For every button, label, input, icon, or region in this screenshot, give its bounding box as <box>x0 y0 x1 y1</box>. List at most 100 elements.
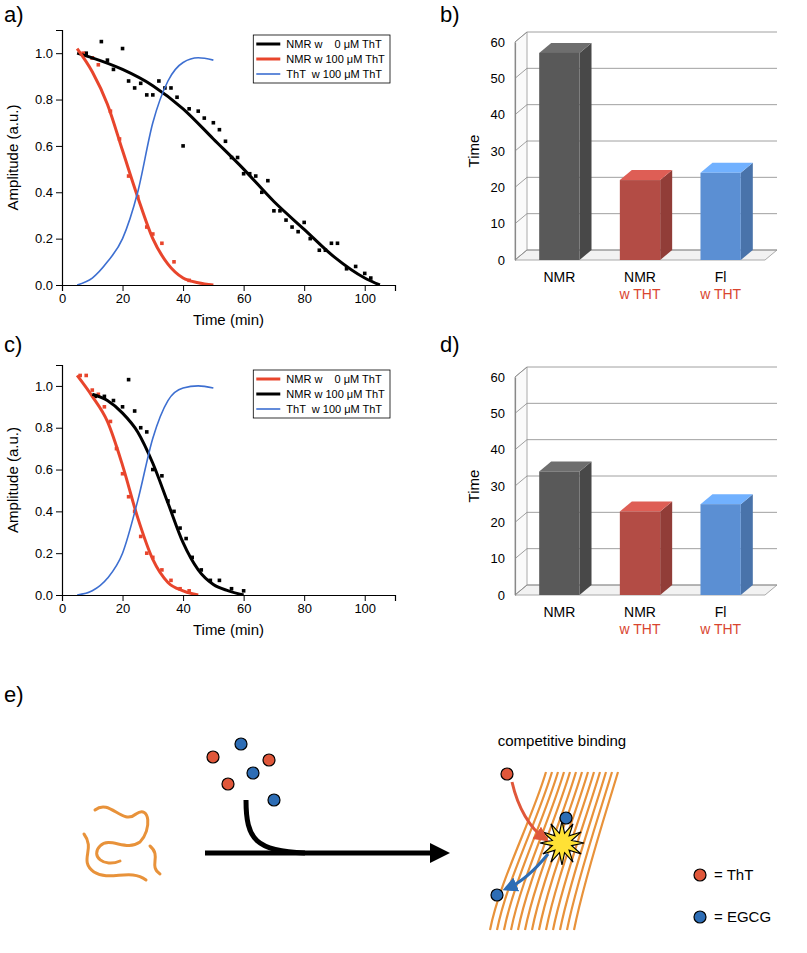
tick-mark <box>183 285 184 291</box>
tick-label: 20 <box>116 291 130 306</box>
category-label: NMR <box>543 604 575 620</box>
tick-label: 0.2 <box>35 546 53 561</box>
data-point <box>127 79 131 83</box>
bar-top <box>539 461 591 471</box>
data-point <box>202 116 206 120</box>
molecule <box>491 889 503 901</box>
tick-mark <box>56 53 62 54</box>
tick: 100 <box>354 285 376 306</box>
data-point <box>284 218 288 222</box>
data-point <box>266 179 270 183</box>
data-point <box>330 241 334 245</box>
tick-mark <box>56 285 62 286</box>
tick-label: 80 <box>297 601 311 616</box>
data-point <box>139 82 143 86</box>
data-point <box>121 47 125 51</box>
data-point <box>112 68 116 72</box>
tick-mark <box>304 285 305 291</box>
data-point <box>121 405 125 409</box>
tick: 60 <box>237 285 251 306</box>
tick-mark <box>244 285 245 291</box>
tick-label: 60 <box>237 601 251 616</box>
data-point <box>97 63 101 67</box>
tick-label: 40 <box>176 291 190 306</box>
panel: 0204060801000.00.20.40.60.81.0Time (min)… <box>4 31 396 329</box>
molecule <box>235 738 247 750</box>
grid-line <box>515 367 777 377</box>
legend: NMR w 0 μM ThTNMR w 100 μM ThTThT w 100 … <box>253 35 390 83</box>
molecule <box>501 768 513 780</box>
tick: 0 <box>59 285 66 306</box>
tick-mark <box>123 285 124 291</box>
x-axis-title: Time (min) <box>193 621 264 638</box>
data-point <box>157 79 161 83</box>
tick: 50 <box>491 406 515 421</box>
data-point <box>296 230 300 234</box>
tick: 30 <box>491 144 515 159</box>
key-label: = EGCG <box>714 908 771 925</box>
tick: 0.4 <box>35 185 62 200</box>
panel: 0102030405060TimeNMRNMRw THTFlw THT <box>465 367 777 637</box>
legend-label: NMR w 100 μM ThT <box>286 388 385 400</box>
data-point <box>169 579 173 583</box>
figure: a)0204060801000.00.20.40.60.81.0Time (mi… <box>0 0 807 953</box>
data-point <box>187 107 191 111</box>
data-point <box>133 86 137 90</box>
series-line <box>92 394 243 595</box>
tick-label: 20 <box>491 515 505 530</box>
category-label: Flw THT <box>699 269 741 302</box>
bar-top <box>620 170 672 180</box>
legend-item: ThT w 100 μM ThT <box>256 68 382 80</box>
y-axis: 0.00.20.40.60.81.0 <box>35 31 63 293</box>
legend: NMR w 0 μM ThTNMR w 100 μM ThTThT w 100 … <box>253 370 390 418</box>
plot-area <box>539 461 753 595</box>
data-point <box>181 144 185 148</box>
diagram: e)competitive binding= ThT= EGCG <box>4 682 771 930</box>
protein-monomer <box>150 846 160 874</box>
data-point <box>363 272 367 276</box>
bar <box>700 173 740 260</box>
tick: 0.6 <box>35 139 62 154</box>
data-point <box>90 388 94 392</box>
grid-line <box>515 403 777 413</box>
bar <box>620 511 660 595</box>
tick: 100 <box>354 595 376 616</box>
panel-letter: b) <box>440 2 460 27</box>
bar-side <box>660 501 672 595</box>
molecule <box>222 778 234 790</box>
tick-mark <box>304 595 305 601</box>
tick-label: 80 <box>297 291 311 306</box>
tick-label: 0.2 <box>35 231 53 246</box>
tick: 0.2 <box>35 546 62 561</box>
tick-label: 0.8 <box>35 92 53 107</box>
tick-label: 10 <box>491 551 505 566</box>
tick-label: 0 <box>59 601 66 616</box>
arrow-head <box>430 843 450 863</box>
grid-line <box>515 32 777 42</box>
category-label: NMRw THT <box>619 604 661 637</box>
tick: 0.6 <box>35 462 62 477</box>
clash-star <box>540 821 584 865</box>
axis-line <box>56 31 63 286</box>
legend-frame <box>253 35 390 83</box>
tick: 0 <box>59 595 66 616</box>
data-point <box>151 93 155 97</box>
data-point <box>224 139 228 143</box>
legend-label: ThT w 100 μM ThT <box>286 68 382 80</box>
tick: 0.8 <box>35 420 62 435</box>
tick: 0.0 <box>35 278 62 293</box>
molecule <box>560 812 572 824</box>
tick-label: 100 <box>354 601 376 616</box>
tick: 20 <box>116 595 130 616</box>
data-point <box>290 225 294 229</box>
tick-label: 40 <box>491 442 505 457</box>
tick-label: 0 <box>59 291 66 306</box>
diagram-title: competitive binding <box>498 732 626 749</box>
tick: 40 <box>176 595 190 616</box>
tick-label: 30 <box>491 144 505 159</box>
tick-mark <box>56 386 62 387</box>
data-point <box>160 241 164 245</box>
molecule <box>268 794 280 806</box>
tick-label: 40 <box>491 107 505 122</box>
axis-line <box>63 286 396 292</box>
